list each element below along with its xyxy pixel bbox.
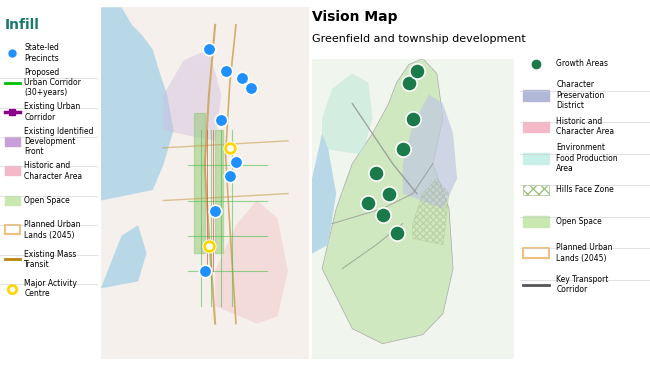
- Text: Proposed
Urban Corridor
(30+years): Proposed Urban Corridor (30+years): [25, 68, 81, 97]
- Bar: [523, 122, 549, 132]
- Polygon shape: [163, 49, 222, 141]
- Text: Key Transport
Corridor: Key Transport Corridor: [556, 275, 609, 294]
- Text: Existing Mass
Transit: Existing Mass Transit: [25, 250, 77, 269]
- Bar: [5, 196, 20, 205]
- Bar: [5, 137, 20, 146]
- Polygon shape: [101, 225, 146, 288]
- Bar: [523, 185, 549, 195]
- Text: Growth Areas: Growth Areas: [556, 59, 608, 68]
- Polygon shape: [215, 201, 288, 324]
- Polygon shape: [322, 59, 453, 344]
- Polygon shape: [101, 7, 174, 201]
- Bar: [523, 90, 549, 101]
- Text: Character
Preservation
District: Character Preservation District: [556, 81, 604, 110]
- Text: Planned Urban
Lands (2045): Planned Urban Lands (2045): [556, 243, 613, 263]
- Polygon shape: [312, 134, 336, 254]
- Text: Existing Urban
Corridor: Existing Urban Corridor: [25, 102, 81, 122]
- Bar: [523, 248, 549, 258]
- Text: Major Activity
Centre: Major Activity Centre: [25, 279, 77, 298]
- Text: Environment
Food Production
Area: Environment Food Production Area: [556, 143, 618, 173]
- Polygon shape: [403, 94, 457, 209]
- Text: Greenfield and township development: Greenfield and township development: [312, 34, 526, 44]
- Text: Historic and
Character Area: Historic and Character Area: [556, 117, 614, 137]
- Polygon shape: [322, 74, 372, 154]
- Text: Open Space: Open Space: [25, 196, 70, 205]
- Text: Open Space: Open Space: [556, 217, 602, 226]
- Text: Existing Identified
Development
Front: Existing Identified Development Front: [25, 127, 94, 156]
- Text: State-led
Precincts: State-led Precincts: [25, 43, 59, 63]
- Bar: [523, 153, 549, 164]
- Bar: [5, 166, 20, 175]
- Text: Hills Face Zone: Hills Face Zone: [556, 186, 614, 194]
- Text: Vision Map: Vision Map: [312, 10, 398, 24]
- Text: Planned Urban
Lands (2045): Planned Urban Lands (2045): [25, 220, 81, 239]
- Text: Historic and
Character Area: Historic and Character Area: [25, 161, 83, 180]
- Bar: [523, 217, 549, 227]
- Bar: [215, 130, 224, 253]
- Bar: [194, 113, 205, 253]
- Text: Infill: Infill: [5, 18, 40, 32]
- Bar: [5, 225, 20, 234]
